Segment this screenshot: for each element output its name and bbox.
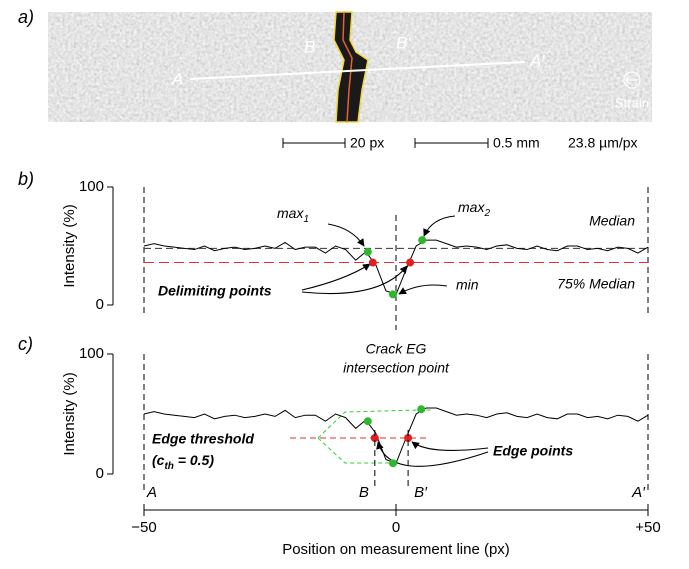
subscript: 2 (483, 208, 490, 219)
median75-label: 75% Median (557, 276, 635, 292)
annotation: max1 (277, 205, 309, 225)
figure: a) b) c) A A′ B B′ Strain 20 px 0.5 mm 2… (0, 0, 689, 564)
marker-label: A (146, 484, 157, 501)
subscript: 1 (303, 214, 309, 225)
scale-label: 0.5 mm (493, 135, 540, 151)
point (406, 259, 414, 267)
point (417, 405, 425, 413)
panel-label: b) (18, 169, 34, 189)
point-label: A (171, 69, 183, 88)
point (364, 248, 372, 256)
strain-label: Strain (615, 95, 649, 110)
annotation: intersection point (343, 360, 450, 376)
annotation: min (456, 277, 479, 293)
micrograph (48, 12, 652, 122)
point-label: B′ (396, 33, 411, 52)
x-tick-label: −50 (131, 519, 156, 536)
annotation-part: max (277, 205, 304, 221)
annotation-part: (c (152, 452, 165, 468)
marker-label: A′ (631, 484, 646, 501)
panel-label: a) (18, 7, 34, 27)
resolution: 23.8 µm/px (568, 135, 638, 151)
scale-label: 20 px (350, 135, 384, 151)
annotation-part: max (458, 199, 485, 215)
y-tick-label: 100 (79, 345, 104, 362)
panel-label: c) (18, 334, 33, 354)
median-label: Median (589, 213, 635, 229)
y-tick-label: 100 (79, 178, 104, 195)
subscript: th (164, 461, 173, 472)
annotation: max2 (458, 199, 490, 219)
marker-label: B′ (414, 484, 428, 501)
y-axis-label: Intensity (%) (61, 204, 78, 287)
marker-label: B (359, 484, 369, 501)
x-tick-label: 0 (392, 519, 400, 536)
point (389, 290, 397, 298)
point (418, 236, 426, 244)
y-axis-label: Intensity (%) (61, 372, 78, 455)
point-label: B (304, 37, 315, 56)
x-tick-label: +50 (635, 519, 660, 536)
annotation: Edge points (493, 443, 573, 459)
point (389, 459, 397, 467)
annotation: Delimiting points (158, 283, 272, 299)
point (369, 259, 377, 267)
scale-bars (283, 138, 488, 148)
y-tick-label: 0 (96, 465, 104, 482)
point (364, 417, 372, 425)
x-axis-label: Position on measurement line (px) (282, 541, 510, 558)
point-label: A′ (529, 51, 545, 70)
annotation: (cth = 0.5) (152, 452, 214, 472)
annotation: Crack EG (366, 341, 427, 357)
annotation: Edge threshold (152, 431, 254, 447)
annotation-part: = 0.5) (174, 452, 214, 468)
y-tick-label: 0 (96, 296, 104, 313)
